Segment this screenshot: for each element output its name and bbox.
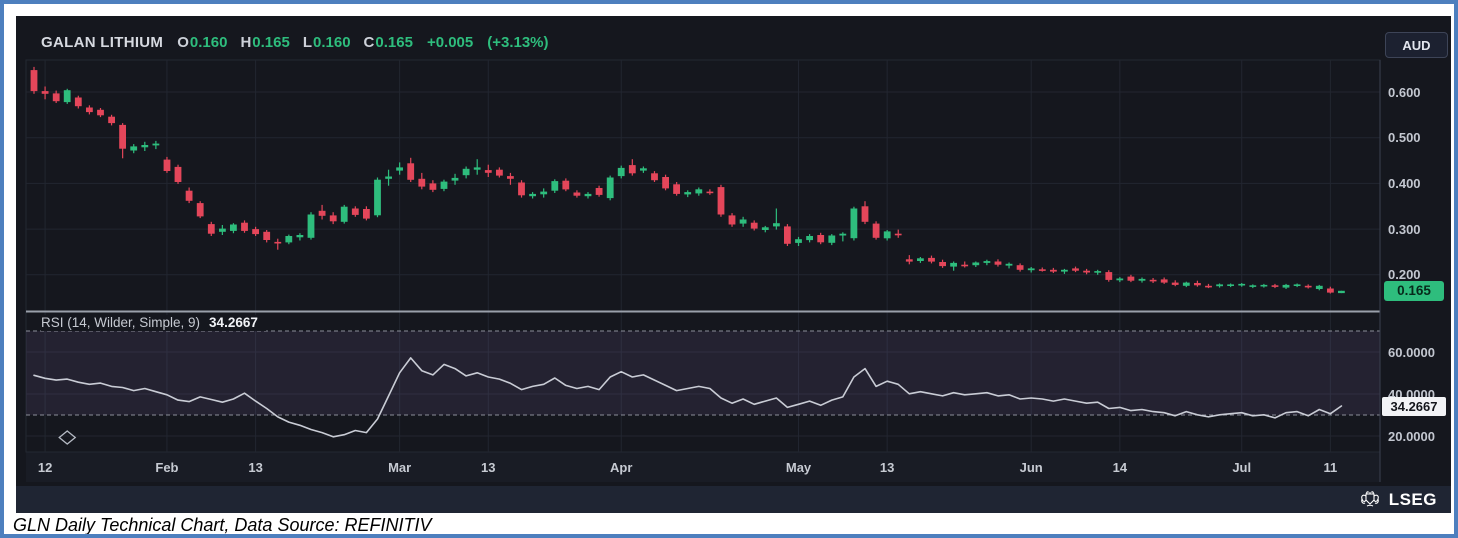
x-axis-tick-label: Feb [155, 460, 179, 475]
price-axis-tick-label: 0.500 [1388, 130, 1421, 146]
x-axis-tick-label: May [785, 460, 812, 475]
x-axis-tick-label: Mar [388, 460, 412, 475]
x-axis-tick-label: 12 [37, 460, 53, 475]
rsi-axis-tick-label: 60.0000 [1388, 344, 1435, 360]
event-marker-icon [58, 430, 77, 445]
x-axis-strip [26, 452, 1380, 482]
lseg-crest-icon [1360, 490, 1379, 507]
change-percent: (+3.13%) [487, 34, 549, 51]
ohlc-readout: O 0.160 H 0.165 L 0.160 C 0.165 [177, 34, 413, 51]
x-axis-tick-label: 13 [248, 460, 263, 475]
candles-group [30, 66, 1345, 294]
ohlc-open: O 0.160 [177, 34, 228, 51]
ohlc-high: H 0.165 [240, 34, 290, 51]
caption-bar: GLN Daily Technical Chart, Data Source: … [8, 513, 1454, 535]
x-axis-tick-label: 13 [481, 460, 496, 475]
last-price-badge: 0.165 [1384, 280, 1444, 301]
price-axis-tick-label: 0.400 [1388, 175, 1421, 191]
price-axis-tick-label: 0.200 [1388, 267, 1421, 283]
lseg-logo-text: LSEG [1388, 489, 1437, 509]
ohlc-close: C 0.165 [363, 34, 413, 51]
rsi-header: RSI (14, Wilder, Simple, 9) 34.2667 [41, 315, 266, 331]
rsi-axis-tick-label: 20.0000 [1388, 428, 1435, 444]
symbol-label: GALAN LITHIUM [41, 34, 164, 51]
change-value: +0.005 [426, 34, 474, 51]
chart-plot[interactable] [16, 16, 1451, 486]
price-axis-tick-label: 0.600 [1388, 84, 1421, 100]
rsi-label: RSI (14, Wilder, Simple, 9) [41, 315, 201, 330]
currency-badge[interactable]: AUD [1385, 32, 1448, 58]
chart-card: GALAN LITHIUM O 0.160 H 0.165 L 0.160 C 0.16… [16, 16, 1451, 486]
price-axis-tick-label: 0.300 [1388, 221, 1421, 237]
rsi-line [33, 357, 1343, 438]
x-axis-tick-label: 11 [1323, 460, 1338, 475]
x-axis-tick-label: Apr [610, 460, 633, 475]
x-axis-tick-label: 14 [1112, 460, 1128, 475]
x-axis-tick-label: Jun [1019, 460, 1043, 475]
x-axis-tick-label: 13 [879, 460, 895, 475]
rsi-value-badge: 34.2667 [1382, 396, 1446, 416]
x-axis-tick-label: Jul [1232, 460, 1252, 475]
lseg-strip: LSEG [16, 486, 1451, 513]
chart-header: GALAN LITHIUM O 0.160 H 0.165 L 0.160 C 0.16… [41, 34, 549, 54]
caption-text: GLN Daily Technical Chart, Data Source: … [13, 515, 432, 535]
rsi-band [26, 331, 1380, 415]
rsi-value: 34.2667 [209, 315, 258, 330]
ohlc-low: L 0.160 [302, 34, 351, 51]
